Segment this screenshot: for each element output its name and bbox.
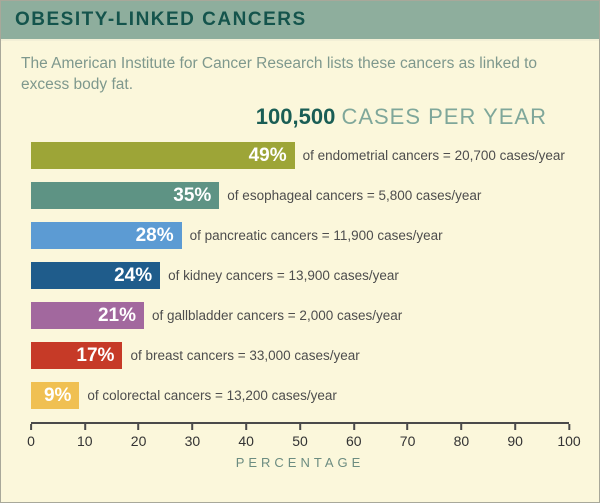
bar-percent: 17%: [76, 344, 115, 366]
bar-row: 21% of gallbladder cancers = 2,000 cases…: [31, 301, 569, 329]
axis-tick: 100: [557, 423, 581, 449]
bar: 35%: [31, 181, 220, 209]
bar-row: 24% of kidney cancers = 13,900 cases/yea…: [31, 261, 569, 289]
tick-mark: [191, 423, 194, 430]
bar-row: 28% of pancreatic cancers = 11,900 cases…: [31, 221, 569, 249]
axis-tick: 70: [399, 423, 416, 449]
tick-label: 0: [27, 432, 35, 449]
tick-label: 30: [184, 432, 201, 449]
tick-mark: [460, 423, 463, 430]
tick-label: 80: [453, 432, 470, 449]
axis-tick: 80: [453, 423, 470, 449]
bar: 24%: [31, 261, 161, 289]
bar-label: of colorectal cancers = 13,200 cases/yea…: [87, 387, 337, 403]
tick-mark: [29, 423, 32, 430]
tick-mark: [298, 423, 301, 430]
axis-tick: 50: [292, 423, 308, 449]
bar-percent: 35%: [173, 184, 212, 206]
tick-label: 70: [399, 432, 416, 449]
tick-label: 50: [292, 432, 308, 449]
bars: 49% of endometrial cancers = 20,700 case…: [31, 141, 569, 409]
tick-label: 20: [130, 432, 147, 449]
bar-percent: 24%: [114, 264, 153, 286]
tick-label: 40: [238, 432, 254, 449]
bar-label: of breast cancers = 33,000 cases/year: [130, 347, 360, 363]
header-bar: OBESITY-LINKED CANCERS: [1, 1, 599, 41]
tick-mark: [245, 423, 248, 430]
axis-tick: 90: [507, 423, 523, 449]
axis-tick: 0: [27, 423, 35, 449]
bar-label: of endometrial cancers = 20,700 cases/ye…: [302, 147, 565, 163]
bar-row: 17% of breast cancers = 33,000 cases/yea…: [31, 341, 569, 369]
tick-label: 10: [77, 432, 93, 449]
bar-label: of kidney cancers = 13,900 cases/year: [168, 267, 399, 283]
tick-mark: [137, 423, 140, 430]
axis-tick: 10: [77, 423, 93, 449]
tick-label: 60: [346, 432, 362, 449]
bar-percent: 49%: [248, 144, 287, 166]
bar: 17%: [31, 341, 123, 369]
tick-mark: [83, 423, 86, 430]
bar-percent: 21%: [97, 304, 136, 326]
bar-label: of pancreatic cancers = 11,900 cases/yea…: [189, 227, 443, 243]
bar: 49%: [31, 141, 295, 169]
axis-tick: 20: [130, 423, 147, 449]
tick-label: 100: [557, 432, 581, 449]
x-axis: 0 10 20 30 40 50 60 70 80 90 100: [27, 421, 581, 452]
bar: 9%: [31, 381, 80, 409]
total-number: 100,500: [255, 103, 336, 129]
tick-mark: [567, 423, 570, 430]
bar-row: 35% of esophageal cancers = 5,800 cases/…: [31, 181, 569, 209]
tick-mark: [406, 423, 409, 430]
subtitle-text: The American Institute for Cancer Resear…: [21, 55, 538, 93]
bar-chart: 49% of endometrial cancers = 20,700 case…: [27, 141, 581, 470]
total-cases: 100,500 CASES PER YEAR: [1, 104, 599, 130]
tick-mark: [352, 423, 355, 430]
bar: 21%: [31, 301, 144, 329]
axis-tick: 40: [238, 423, 254, 449]
bar-row: 49% of endometrial cancers = 20,700 case…: [31, 141, 569, 169]
bar-row: 9% of colorectal cancers = 13,200 cases/…: [31, 381, 569, 409]
bar-label: of gallbladder cancers = 2,000 cases/yea…: [151, 307, 403, 323]
page-title: OBESITY-LINKED CANCERS: [15, 9, 307, 30]
bar-percent: 9%: [43, 384, 72, 406]
bar-percent: 28%: [135, 224, 174, 246]
total-label: CASES PER YEAR: [341, 103, 547, 129]
axis-tick: 60: [346, 423, 362, 449]
x-axis-label: PERCENTAGE: [235, 454, 365, 470]
bar-label: of esophageal cancers = 5,800 cases/year: [227, 187, 482, 203]
tick-label: 90: [507, 432, 523, 449]
bar: 28%: [31, 221, 182, 249]
axis-tick: 30: [184, 423, 201, 449]
tick-mark: [514, 423, 517, 430]
